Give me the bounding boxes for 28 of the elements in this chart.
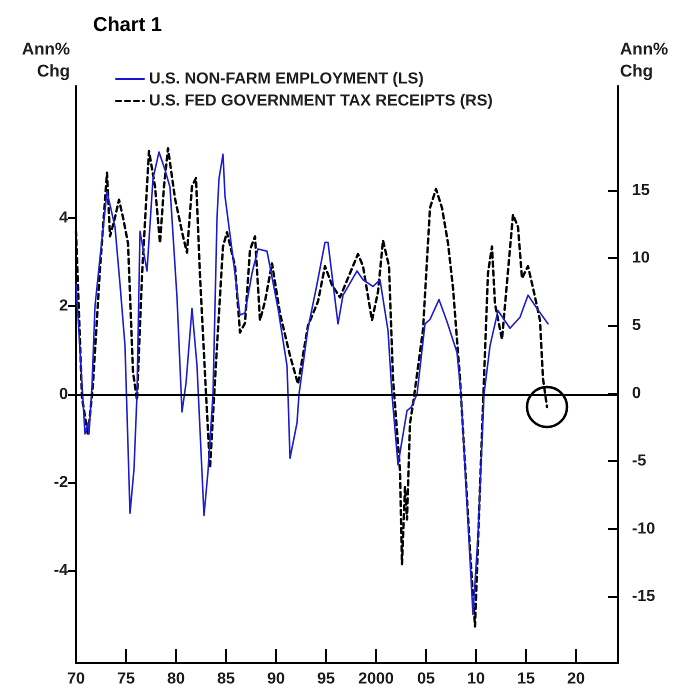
x-tick-label: 95: [317, 670, 335, 688]
y2-tick-label: -5: [632, 452, 646, 470]
x-tick-label: 2000: [358, 670, 394, 688]
legend-label: U.S. NON-FARM EMPLOYMENT (LS): [149, 70, 424, 88]
y2-tick-label: 15: [632, 182, 650, 199]
y-tick-label: 0: [59, 386, 68, 403]
y2-tick-label: -15: [632, 588, 656, 606]
legend-label: U.S. FED GOVERNMENT TAX RECEIPTS (RS): [149, 92, 493, 110]
x-tick-label: 20: [567, 670, 585, 688]
x-tick-label: 70: [67, 670, 85, 688]
chart-title: Chart 1: [93, 14, 162, 36]
y2-tick-label: 10: [632, 250, 650, 267]
y-tick-label: 2: [59, 298, 68, 315]
y-tick-label: -4: [54, 562, 68, 580]
x-tick-label: 15: [517, 670, 535, 688]
x-tick-label: 90: [267, 670, 285, 688]
x-tick-label: 85: [217, 670, 235, 688]
y-axis-title: Ann% Chg: [22, 40, 70, 80]
x-tick-label: 10: [467, 670, 485, 688]
x-tick-label: 75: [117, 670, 135, 688]
y2-axis-title: Ann% Chg: [620, 40, 668, 80]
y2-tick-label: 0: [632, 384, 641, 402]
x-tick-label: 05: [417, 670, 435, 688]
y-tick-label: -2: [54, 474, 68, 491]
x-tick-label: 80: [167, 670, 185, 688]
y2-tick-label: -10: [632, 520, 656, 538]
y2-tick-label: 5: [632, 317, 641, 334]
y-tick-label: 4: [59, 210, 68, 227]
